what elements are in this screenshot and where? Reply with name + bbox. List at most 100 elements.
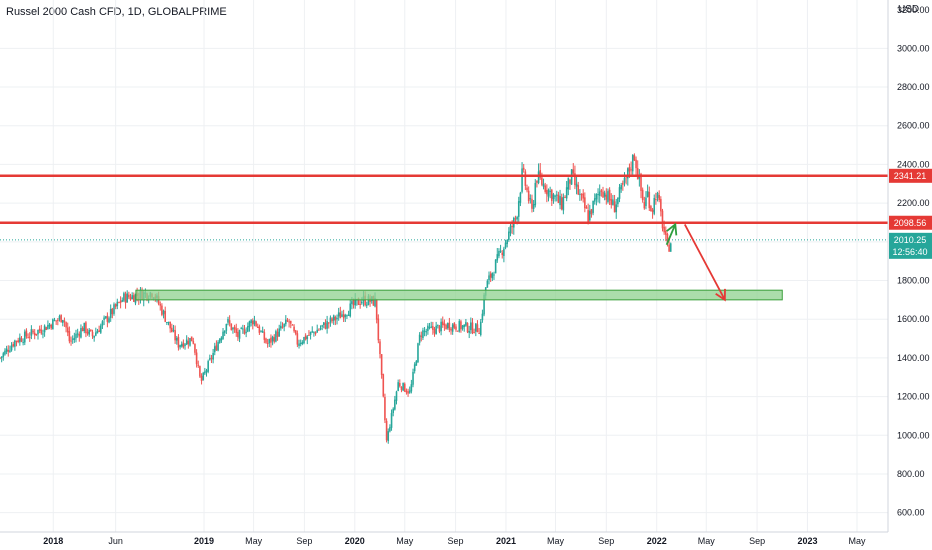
candle-body bbox=[455, 326, 457, 330]
candle-body bbox=[169, 321, 171, 329]
candle-body bbox=[28, 336, 31, 338]
y-tick-label: 1800.00 bbox=[897, 276, 930, 286]
candle-body bbox=[271, 336, 274, 342]
candle-body bbox=[600, 190, 603, 192]
candle-body bbox=[527, 190, 530, 202]
candle-body bbox=[342, 314, 345, 319]
x-tick-label: 2022 bbox=[647, 536, 667, 546]
candle-body bbox=[602, 191, 604, 198]
candle-body bbox=[582, 193, 584, 199]
y-tick-label: 600.00 bbox=[897, 508, 925, 518]
candle-body bbox=[661, 210, 664, 229]
candle-body bbox=[104, 316, 107, 318]
candle-body bbox=[468, 330, 470, 333]
candle-body bbox=[215, 345, 218, 351]
candle-body bbox=[357, 298, 360, 305]
candle-body bbox=[339, 312, 342, 319]
candle-body bbox=[635, 159, 637, 169]
candle-body bbox=[304, 335, 307, 340]
candle-body bbox=[380, 354, 383, 375]
candle-body bbox=[503, 248, 505, 256]
candle-body bbox=[189, 338, 191, 346]
candle-body bbox=[493, 274, 495, 276]
candle-body bbox=[230, 323, 233, 330]
candle-body bbox=[323, 322, 325, 325]
candle-body bbox=[615, 204, 618, 213]
candle-body bbox=[650, 206, 652, 211]
candle-body bbox=[352, 300, 355, 306]
candle-body bbox=[47, 325, 49, 329]
candle-body bbox=[280, 325, 282, 329]
candle-body bbox=[228, 320, 231, 324]
candle-body bbox=[574, 173, 576, 186]
candle-body bbox=[412, 371, 414, 385]
candle-body bbox=[361, 301, 363, 304]
candle-body bbox=[569, 179, 571, 184]
currency-label[interactable]: USD bbox=[898, 4, 920, 15]
candle-body bbox=[336, 317, 338, 320]
candle-body bbox=[10, 345, 13, 351]
candle-body bbox=[88, 329, 91, 335]
candle-body bbox=[385, 420, 388, 441]
candle-body bbox=[91, 331, 94, 337]
grid-lines bbox=[0, 0, 888, 532]
candle-body bbox=[630, 169, 632, 171]
candle-body bbox=[397, 382, 399, 391]
candle-body bbox=[628, 167, 631, 172]
candle-body bbox=[420, 335, 423, 337]
candle-body bbox=[43, 325, 46, 333]
candle-body bbox=[53, 320, 56, 322]
candle-body bbox=[618, 187, 621, 199]
candle-body bbox=[438, 325, 441, 332]
candle-body bbox=[557, 194, 560, 203]
candle-body bbox=[109, 308, 112, 318]
candle-body bbox=[541, 177, 543, 185]
candle-body bbox=[128, 294, 130, 298]
y-tick-label: 1200.00 bbox=[897, 392, 930, 402]
time-axis[interactable]: 2018 Jun 2019 May Sep 2020 May Sep 2021 May Sep 202… bbox=[0, 531, 888, 546]
candle-body bbox=[167, 321, 170, 323]
candle-body bbox=[288, 321, 290, 323]
candle-body bbox=[407, 391, 409, 394]
candle-body bbox=[90, 329, 92, 332]
x-tick-label: May bbox=[849, 536, 867, 546]
candle-body bbox=[217, 342, 219, 351]
candle-body bbox=[58, 316, 61, 320]
candle-body bbox=[577, 185, 580, 195]
price-axis[interactable]: 600.00 800.00 1000.00 1200.00 1400.00 1600.00… bbox=[887, 0, 932, 532]
candle-body bbox=[213, 346, 216, 353]
candle-body bbox=[247, 326, 249, 332]
candle-body bbox=[70, 340, 72, 342]
candle-body bbox=[245, 331, 247, 333]
candle-body bbox=[463, 324, 466, 327]
candle-body bbox=[456, 330, 459, 332]
candle-body bbox=[374, 297, 376, 307]
candle-body bbox=[664, 230, 667, 235]
x-tick-label: May bbox=[396, 536, 414, 546]
candle-body bbox=[66, 327, 69, 333]
candle-body bbox=[641, 189, 644, 201]
candle-body bbox=[212, 352, 214, 360]
candle-body bbox=[190, 336, 193, 342]
candle-body bbox=[321, 325, 323, 327]
x-tick-label: Sep bbox=[448, 536, 464, 546]
candle-body bbox=[309, 331, 312, 335]
candle-body bbox=[387, 431, 390, 442]
candle-body bbox=[511, 226, 513, 228]
candle-body bbox=[81, 327, 84, 332]
price-badge bbox=[889, 215, 932, 230]
candle-body bbox=[232, 327, 234, 330]
candle-body bbox=[164, 310, 167, 322]
candle-body bbox=[303, 337, 305, 344]
candle-body bbox=[30, 329, 33, 336]
candle-body bbox=[33, 332, 36, 336]
candle-body bbox=[425, 331, 428, 333]
candle-body bbox=[166, 321, 168, 323]
candle-body bbox=[498, 250, 500, 257]
drawings[interactable] bbox=[0, 174, 888, 302]
candle-body bbox=[113, 304, 115, 314]
candle-body bbox=[42, 333, 44, 335]
candle-body bbox=[496, 254, 499, 261]
candle-body bbox=[20, 338, 23, 342]
